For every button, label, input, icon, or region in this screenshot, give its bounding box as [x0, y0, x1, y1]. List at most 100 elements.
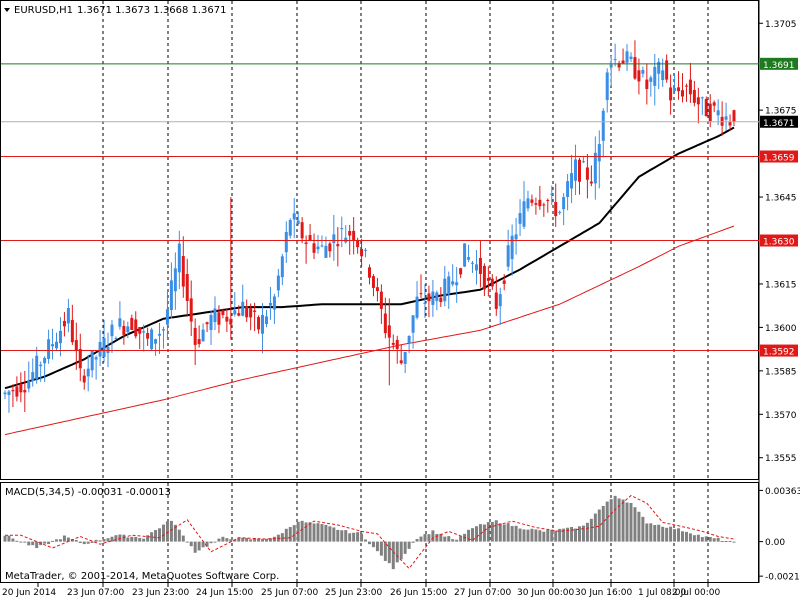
- candle: [185, 258, 189, 317]
- macd-bar: [51, 540, 55, 542]
- candle: [316, 234, 320, 254]
- candle: [284, 221, 288, 263]
- candle: [526, 190, 530, 212]
- candle: [427, 285, 431, 318]
- x-tick-label: 2 Jul 00:00: [672, 588, 721, 598]
- candle: [645, 63, 649, 105]
- macd-bar: [7, 535, 11, 542]
- level-price-label: 1.3630: [763, 238, 795, 248]
- candle: [340, 216, 344, 248]
- candle: [320, 235, 324, 248]
- candle: [371, 274, 375, 297]
- macd-bar: [724, 540, 728, 542]
- macd-bar: [716, 537, 720, 542]
- candle: [213, 296, 217, 331]
- candle: [288, 218, 292, 239]
- candle: [605, 68, 609, 113]
- macd-bar: [645, 523, 649, 542]
- macd-bar: [304, 522, 308, 542]
- macd-bar: [708, 536, 712, 542]
- macd-bar: [264, 538, 268, 542]
- macd-bar: [154, 530, 158, 542]
- macd-bar: [292, 525, 296, 542]
- candle: [692, 80, 696, 107]
- candle: [312, 233, 316, 260]
- candle: [55, 332, 59, 351]
- ma-slow-line: [4, 225, 735, 436]
- candle: [510, 224, 514, 276]
- macd-bar: [451, 539, 455, 542]
- candle: [669, 74, 673, 115]
- candle: [62, 312, 66, 337]
- macd-bar: [712, 538, 716, 542]
- candle: [411, 315, 415, 349]
- candle: [415, 281, 419, 320]
- macd-bar: [455, 539, 459, 542]
- candle: [665, 54, 669, 83]
- macd-bar: [241, 537, 245, 542]
- candle: [146, 327, 150, 346]
- candle: [324, 236, 328, 258]
- level-price-label: 1.3592: [763, 348, 795, 358]
- candle: [581, 155, 585, 164]
- macd-bar: [375, 541, 379, 552]
- candle: [387, 298, 391, 386]
- candle: [657, 58, 661, 90]
- candle: [637, 58, 641, 95]
- y-tick-label: 1.3570: [765, 411, 797, 421]
- candle: [522, 181, 526, 230]
- macd-bar: [324, 525, 328, 542]
- candle: [601, 108, 605, 158]
- macd-bar: [677, 528, 681, 542]
- candle: [154, 338, 158, 356]
- macd-bar: [605, 501, 609, 542]
- candle: [542, 202, 546, 217]
- macd-bar: [74, 540, 78, 542]
- macd-bar: [439, 533, 443, 542]
- candle: [205, 321, 209, 333]
- candle: [348, 224, 352, 255]
- candle: [328, 241, 332, 258]
- candle: [613, 43, 617, 67]
- macd-bar: [316, 523, 320, 542]
- macd-bar: [86, 541, 90, 544]
- candle: [300, 217, 304, 244]
- macd-bar: [118, 534, 122, 542]
- macd-bar: [554, 530, 558, 542]
- x-tick-label: 23 Jun 23:00: [132, 588, 189, 598]
- macd-bar: [613, 495, 617, 542]
- macd-bar: [55, 539, 59, 542]
- macd-bar: [459, 536, 463, 542]
- candle: [261, 303, 265, 354]
- candle: [193, 318, 197, 365]
- macd-bar: [197, 541, 201, 551]
- candle: [217, 305, 221, 334]
- candle: [724, 102, 728, 131]
- macd-bar: [288, 527, 292, 542]
- macd-bar: [43, 541, 47, 544]
- symbol-dropdown-icon[interactable]: [4, 8, 10, 12]
- macd-bar: [82, 541, 86, 545]
- macd-bar: [570, 526, 574, 542]
- macd-bar: [383, 541, 387, 561]
- candle: [419, 274, 423, 299]
- horizontal-levels[interactable]: 1.3691 1.3659 1.3630 1.3592 1.3671: [1, 57, 798, 358]
- candle: [130, 314, 134, 331]
- candle: [589, 165, 593, 187]
- macd-bar: [332, 527, 336, 542]
- x-tick-label: 24 Jun 15:00: [196, 588, 253, 598]
- candle: [455, 267, 459, 303]
- macd-bar: [90, 541, 94, 543]
- candle: [118, 301, 122, 330]
- candle: [3, 390, 7, 400]
- candle: [19, 372, 23, 403]
- macd-bar: [217, 538, 221, 542]
- candle: [150, 327, 154, 351]
- candle: [304, 235, 308, 264]
- macd-bar: [589, 518, 593, 542]
- y-tick-label: 1.3600: [765, 324, 797, 334]
- candle: [43, 356, 47, 383]
- candle: [538, 185, 542, 210]
